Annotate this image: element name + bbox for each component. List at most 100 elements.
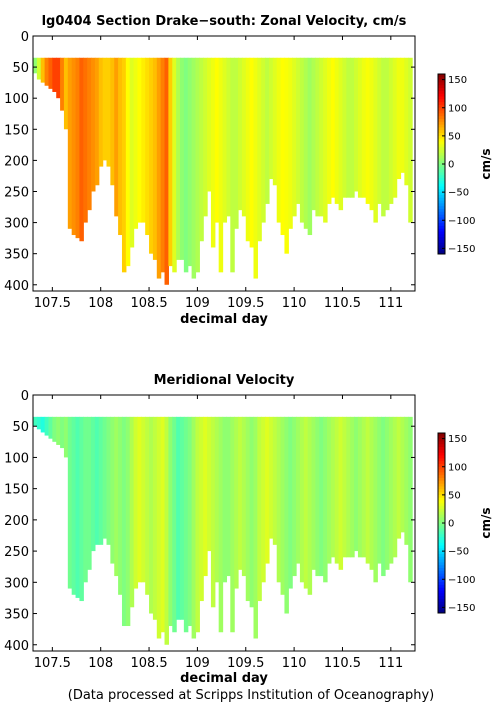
- velocity-column: [87, 57, 92, 211]
- velocity-column: [388, 416, 394, 564]
- velocity-column: [75, 416, 81, 598]
- velocity-column: [373, 57, 378, 223]
- velocity-column: [203, 416, 208, 577]
- colorbar-swatch: [438, 433, 445, 437]
- velocity-column: [365, 57, 371, 204]
- velocity-column: [44, 416, 50, 436]
- colorbar-swatch: [438, 455, 445, 459]
- velocity-column: [238, 416, 243, 570]
- colorbar-swatch: [438, 96, 445, 100]
- velocity-column: [56, 57, 61, 99]
- velocity-column: [91, 416, 96, 552]
- colorbar-swatch: [438, 590, 445, 594]
- colorbar-swatch: [438, 539, 445, 544]
- x-tick-label: 108.5: [130, 656, 167, 671]
- colorbar-swatch: [438, 158, 445, 162]
- colorbar-tick-label: 50: [448, 131, 461, 142]
- colorbar-swatch: [438, 438, 445, 442]
- colorbar-swatch: [438, 514, 445, 518]
- velocity-column: [354, 416, 359, 552]
- velocity-column: [207, 416, 212, 552]
- colorbar-swatch: [438, 601, 445, 606]
- velocity-column: [94, 57, 100, 186]
- colorbar-swatch: [438, 444, 445, 448]
- colorbar-swatch: [438, 556, 445, 561]
- velocity-column: [63, 416, 69, 458]
- velocity-column: [319, 416, 324, 577]
- velocity-column: [261, 57, 266, 223]
- colorbar-swatch: [438, 161, 445, 165]
- meridional-x-axis-label: decimal day: [180, 671, 268, 686]
- colorbar-swatch: [438, 607, 445, 611]
- velocity-column: [52, 57, 57, 92]
- colorbar-tick-label: −150: [448, 244, 475, 255]
- colorbar-swatch: [438, 178, 445, 182]
- y-tick-label: 250: [4, 545, 29, 560]
- colorbar-swatch: [438, 458, 445, 462]
- colorbar-swatch: [438, 596, 445, 600]
- velocity-column: [114, 57, 119, 217]
- velocity-column: [106, 416, 111, 545]
- velocity-column: [214, 57, 220, 223]
- velocity-column: [203, 57, 208, 217]
- velocity-column: [284, 416, 289, 614]
- colorbar-swatch: [438, 194, 445, 199]
- colorbar-swatch: [438, 551, 445, 555]
- velocity-column: [245, 416, 251, 602]
- colorbar-swatch: [438, 565, 445, 569]
- x-tick-label: 110.5: [324, 296, 361, 311]
- zonal-chart-title: lg0404 Section Drake−south: Zonal Veloci…: [42, 14, 407, 29]
- velocity-column: [156, 57, 162, 279]
- velocity-column: [268, 416, 274, 539]
- velocity-column: [369, 57, 375, 211]
- velocity-column: [299, 416, 305, 583]
- velocity-column: [152, 57, 158, 260]
- colorbar-swatch: [438, 130, 445, 134]
- colorbar-swatch: [438, 110, 445, 114]
- colorbar-swatch: [438, 189, 445, 193]
- x-tick-label: 108.5: [130, 296, 167, 311]
- meridional-velocity-panel: Meridional Velocity 0 50 100 150 200 250 300 35…: [4, 373, 493, 686]
- velocity-column: [129, 57, 135, 248]
- velocity-column: [326, 57, 332, 204]
- colorbar-swatch: [438, 466, 445, 471]
- colorbar-swatch: [438, 121, 445, 126]
- y-tick-label: 350: [4, 248, 29, 263]
- colorbar-swatch: [438, 497, 445, 501]
- velocity-column: [118, 57, 123, 236]
- colorbar-tick-label: 150: [448, 434, 467, 445]
- velocity-column: [71, 57, 77, 236]
- colorbar-tick-label: −50: [448, 188, 469, 199]
- velocity-column: [315, 57, 320, 217]
- velocity-column: [361, 57, 367, 198]
- velocity-column: [67, 57, 73, 229]
- velocity-column: [210, 57, 216, 248]
- x-tick-label: 108: [88, 296, 113, 311]
- colorbar-swatch: [438, 166, 445, 171]
- x-tick-label: 111: [378, 296, 403, 311]
- x-tick-label: 110: [282, 296, 307, 311]
- velocity-column: [207, 57, 212, 192]
- velocity-column: [40, 57, 46, 83]
- colorbar-swatch: [438, 475, 445, 479]
- velocity-column: [91, 57, 96, 192]
- velocity-column: [137, 416, 142, 583]
- velocity-column: [381, 57, 386, 217]
- velocity-column: [133, 57, 139, 229]
- velocity-column: [33, 416, 38, 427]
- zonal-plot-area: [33, 57, 413, 285]
- velocity-column: [257, 57, 262, 242]
- velocity-column: [385, 57, 390, 211]
- colorbar-swatch: [438, 116, 445, 120]
- x-tick-label: 107.5: [34, 656, 71, 671]
- velocity-column: [195, 57, 200, 273]
- x-tick-label: 108: [88, 656, 113, 671]
- colorbar-swatch: [438, 164, 445, 168]
- colorbar-swatch: [438, 147, 445, 151]
- velocity-column: [334, 416, 340, 564]
- velocity-column: [60, 57, 65, 111]
- velocity-column: [102, 57, 108, 161]
- velocity-column: [354, 57, 359, 192]
- velocity-column: [307, 57, 313, 236]
- velocity-column: [408, 57, 413, 223]
